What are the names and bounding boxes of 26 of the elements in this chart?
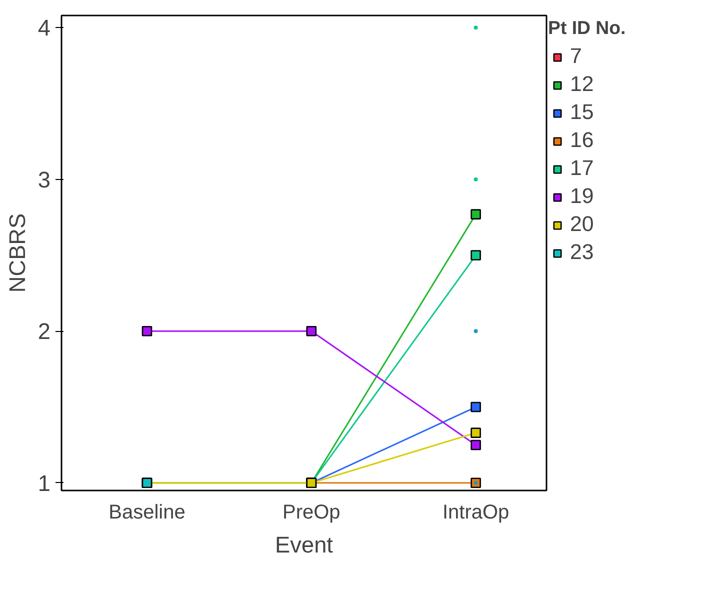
point <box>470 250 481 260</box>
y-tick-label: 3 <box>38 166 51 192</box>
point <box>474 329 478 334</box>
y-axis-title: NCBRS <box>4 213 30 293</box>
legend-label: 23 <box>570 240 594 265</box>
y-tick-label: 2 <box>38 318 51 344</box>
legend-label: 17 <box>570 156 594 181</box>
legend-label: 15 <box>570 100 594 125</box>
point <box>142 326 152 336</box>
point <box>470 440 481 450</box>
y-tick-label: 1 <box>38 470 51 496</box>
point <box>470 428 481 438</box>
legend-label: 12 <box>570 72 594 97</box>
x-tick-label: Baseline <box>108 502 186 524</box>
legend-label: 19 <box>570 184 594 209</box>
legend-title: Pt ID No. <box>548 17 626 39</box>
x-tick-label: IntraOp <box>442 502 510 524</box>
point <box>470 402 481 412</box>
legend-label: 16 <box>570 128 594 153</box>
point <box>306 326 317 336</box>
legend-label: 7 <box>570 44 583 69</box>
legend-label: 20 <box>570 212 594 237</box>
y-tick-label: 4 <box>38 14 51 41</box>
x-axis-title: Event <box>275 532 334 558</box>
x-tick-label: PreOp <box>282 502 340 524</box>
point <box>470 209 481 220</box>
